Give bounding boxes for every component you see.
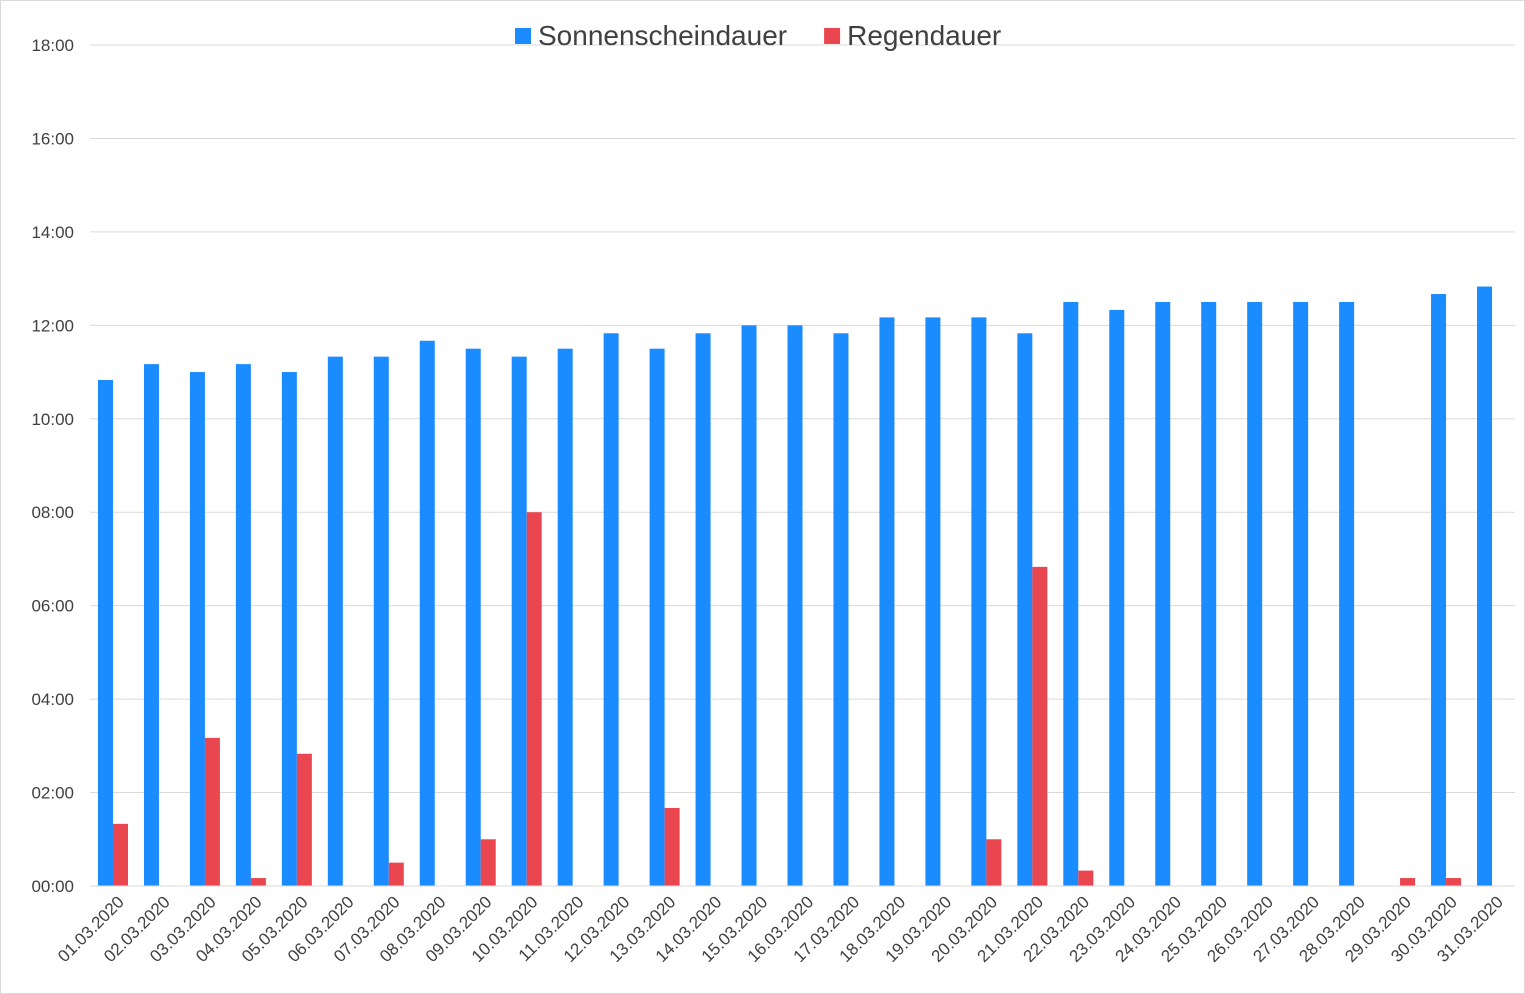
sunshine-bar (1017, 333, 1033, 886)
rain-bar (664, 807, 680, 886)
rain-bar (250, 878, 266, 886)
y-tick-label: 02:00 (31, 784, 74, 803)
sunshine-bar (1155, 301, 1171, 886)
x-axis-tick-labels: 01.03.202002.03.202003.03.202004.03.2020… (54, 892, 1507, 966)
sunshine-bar (971, 317, 987, 886)
rain-bar (480, 839, 496, 886)
rain-bar (1446, 878, 1462, 886)
rain-bar (1032, 566, 1048, 886)
y-tick-label: 16:00 (31, 129, 74, 148)
sunshine-bar (189, 372, 205, 886)
y-tick-label: 12:00 (31, 316, 74, 335)
rain-bar (526, 512, 542, 886)
sunshine-bar (695, 333, 711, 886)
sunshine-bar (1293, 301, 1309, 886)
legend-item-rain: Regendauer (824, 20, 1001, 51)
sunshine-bar (281, 372, 297, 886)
bars (97, 286, 1493, 887)
sunshine-bar (925, 317, 941, 886)
y-tick-label: 10:00 (31, 410, 74, 429)
legend: Sonnenscheindauer Regendauer (515, 20, 1001, 51)
sunshine-bar (1063, 301, 1079, 886)
sunshine-bar (1339, 301, 1355, 886)
legend-label: Sonnenscheindauer (538, 20, 787, 51)
sunshine-bar (787, 325, 803, 886)
sunshine-bar (327, 356, 343, 886)
sunshine-bar (235, 364, 251, 886)
y-tick-label: 04:00 (31, 690, 74, 709)
sunshine-bar (557, 348, 573, 886)
legend-swatch (515, 28, 531, 44)
y-tick-label: 18:00 (31, 36, 74, 55)
sunshine-bar (1431, 294, 1447, 887)
rain-bar (204, 737, 220, 886)
sunshine-bar (1247, 301, 1263, 886)
sunshine-bar (97, 379, 113, 886)
y-tick-label: 08:00 (31, 503, 74, 522)
y-tick-label: 06:00 (31, 597, 74, 616)
y-tick-label: 00:00 (31, 877, 74, 896)
rain-bar (112, 823, 128, 886)
rain-bar (388, 862, 404, 886)
sunshine-bar (1477, 286, 1493, 886)
gridlines (90, 44, 1515, 794)
sunshine-bar (373, 356, 389, 886)
sunshine-bar (649, 348, 665, 886)
sunshine-bar (419, 340, 435, 886)
sunshine-bar (1201, 301, 1217, 886)
rain-bar (1400, 878, 1416, 886)
sunshine-bar (879, 317, 895, 886)
sunshine-bar (1109, 309, 1125, 886)
y-axis-tick-labels: 00:00 02:00 04:00 06:00 08:00 10:00 12:00 14:00… (31, 36, 74, 896)
rain-bar (1078, 870, 1094, 886)
sunshine-bar (741, 325, 757, 886)
sunshine-bar (465, 348, 481, 886)
rain-bar (296, 753, 312, 886)
rain-bar (986, 839, 1002, 886)
sunshine-bar (511, 356, 527, 886)
sunshine-bar (603, 333, 619, 886)
legend-item-sunshine: Sonnenscheindauer (515, 20, 787, 51)
sunshine-bar (833, 333, 849, 886)
legend-label: Regendauer (847, 20, 1001, 51)
sunshine-bar (143, 364, 159, 886)
y-tick-label: 14:00 (31, 223, 74, 242)
legend-swatch (824, 28, 841, 44)
